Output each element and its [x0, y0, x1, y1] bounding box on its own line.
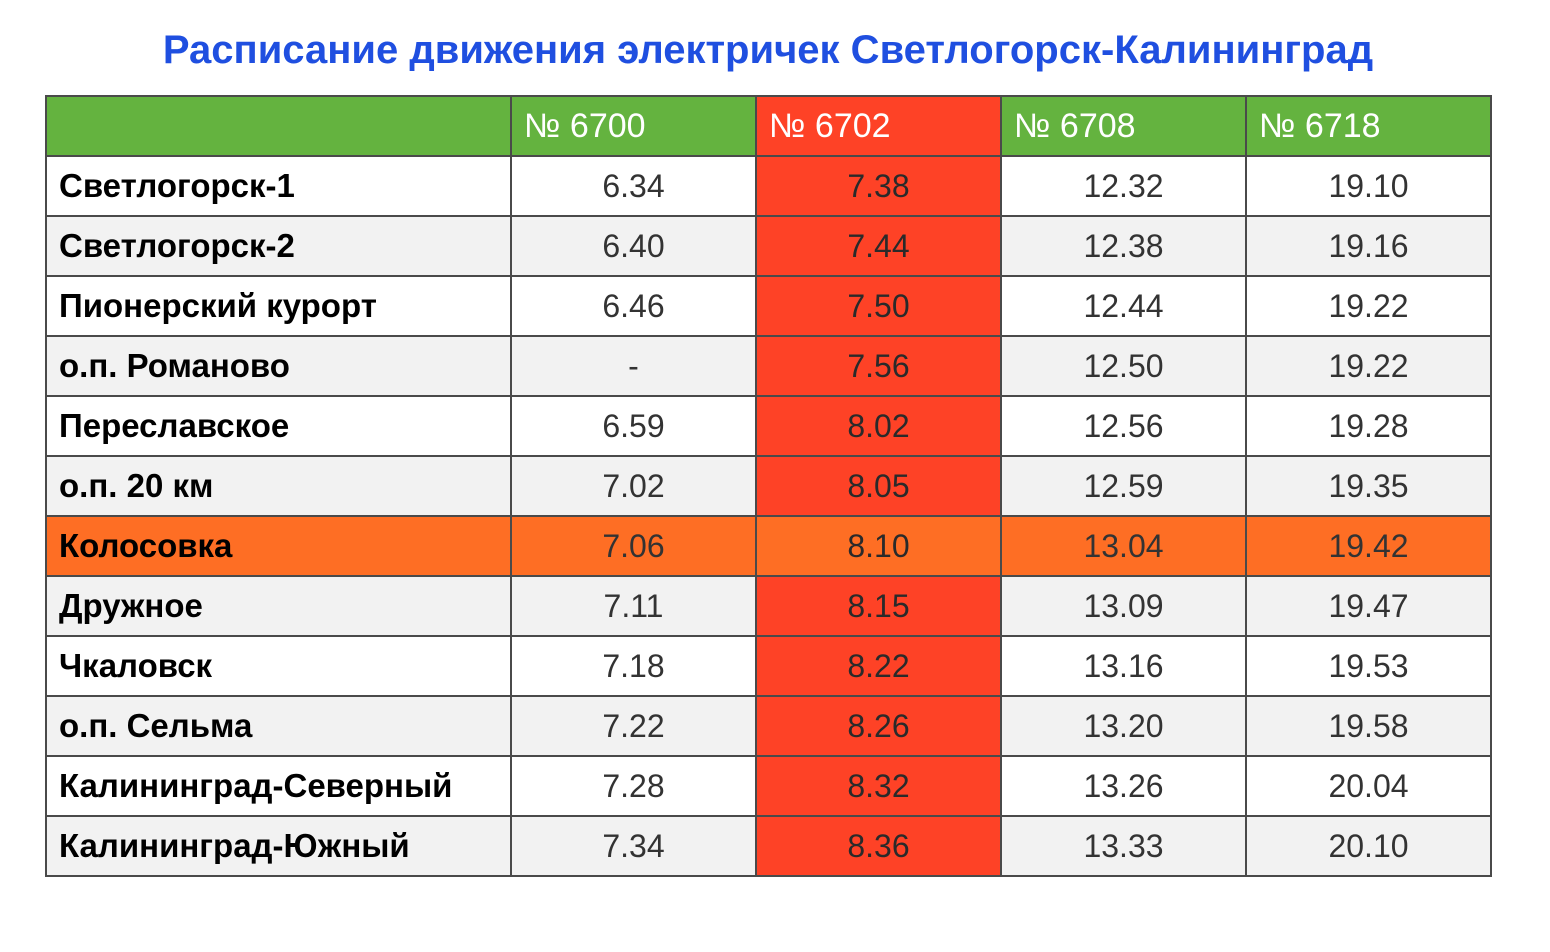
table-row: Калининград-Южный 7.34 8.36 13.33 20.10 [45, 815, 1492, 877]
time-cell: 19.58 [1245, 695, 1492, 757]
table-row: Колосовка 7.06 8.10 13.04 19.42 [45, 515, 1492, 577]
time-cell: 7.34 [510, 815, 757, 877]
page-title: Расписание движения электричек Светлогор… [162, 28, 1374, 72]
time-cell: 19.16 [1245, 215, 1492, 277]
time-cell: 13.09 [1000, 575, 1247, 637]
time-cell: 20.04 [1245, 755, 1492, 817]
header-cell-train-6708: № 6708 [1000, 95, 1247, 157]
time-cell: 8.36 [755, 815, 1002, 877]
time-cell: 7.50 [755, 275, 1002, 337]
header-cell-train-6718: № 6718 [1245, 95, 1492, 157]
station-name-cell: о.п. Романово [45, 335, 512, 397]
station-name-cell: Светлогорск-1 [45, 155, 512, 217]
station-name-cell: Калининград-Южный [45, 815, 512, 877]
time-cell: 7.11 [510, 575, 757, 637]
time-cell: 8.02 [755, 395, 1002, 457]
time-cell: 19.53 [1245, 635, 1492, 697]
table-row: о.п. Сельма 7.22 8.26 13.20 19.58 [45, 695, 1492, 757]
time-cell: 7.02 [510, 455, 757, 517]
table-row: Пионерский курорт 6.46 7.50 12.44 19.22 [45, 275, 1492, 337]
schedule-table: № 6700 № 6702 № 6708 № 6718 Светлогорск-… [45, 95, 1492, 877]
time-cell: 7.56 [755, 335, 1002, 397]
time-cell: 7.18 [510, 635, 757, 697]
time-cell: 12.59 [1000, 455, 1247, 517]
time-cell: 19.10 [1245, 155, 1492, 217]
time-cell: 20.10 [1245, 815, 1492, 877]
time-cell: 19.47 [1245, 575, 1492, 637]
time-cell: 8.15 [755, 575, 1002, 637]
table-row: Переславское 6.59 8.02 12.56 19.28 [45, 395, 1492, 457]
time-cell: 19.28 [1245, 395, 1492, 457]
time-cell: 7.38 [755, 155, 1002, 217]
time-cell: 8.05 [755, 455, 1002, 517]
time-cell: 13.16 [1000, 635, 1247, 697]
header-cell-train-6702: № 6702 [755, 95, 1002, 157]
table-row: о.п. Романово -7.56 12.50 19.22 [45, 335, 1492, 397]
time-cell: 6.34 [510, 155, 757, 217]
time-cell: 7.06 [510, 515, 757, 577]
table-row: Калининград-Северный 7.28 8.32 13.26 20.04 [45, 755, 1492, 817]
time-cell: 7.22 [510, 695, 757, 757]
time-cell: 19.22 [1245, 275, 1492, 337]
time-cell: 13.33 [1000, 815, 1247, 877]
header-row: № 6700 № 6702 № 6708 № 6718 [45, 95, 1492, 157]
time-cell: 12.50 [1000, 335, 1247, 397]
station-name-cell: о.п. 20 км [45, 455, 512, 517]
schedule-body: Светлогорск-1 6.34 7.38 12.32 19.10 Светлогор… [45, 155, 1492, 877]
time-cell: 6.40 [510, 215, 757, 277]
time-cell: 7.28 [510, 755, 757, 817]
table-row: о.п. 20 км 7.02 8.05 12.59 19.35 [45, 455, 1492, 517]
time-cell: 13.20 [1000, 695, 1247, 757]
time-cell: 7.44 [755, 215, 1002, 277]
station-name-cell: Колосовка [45, 515, 512, 577]
time-cell: 12.38 [1000, 215, 1247, 277]
station-name-cell: Дружное [45, 575, 512, 637]
table-row: Светлогорск-1 6.34 7.38 12.32 19.10 [45, 155, 1492, 217]
time-cell: 12.44 [1000, 275, 1247, 337]
time-cell: 13.26 [1000, 755, 1247, 817]
header-cell-station [45, 95, 512, 157]
time-cell: 6.59 [510, 395, 757, 457]
station-name-cell: Светлогорск-2 [45, 215, 512, 277]
table-row: Чкаловск 7.18 8.22 13.16 19.53 [45, 635, 1492, 697]
station-name-cell: о.п. Сельма [45, 695, 512, 757]
time-cell: 12.56 [1000, 395, 1247, 457]
time-cell: 8.22 [755, 635, 1002, 697]
time-cell: 8.26 [755, 695, 1002, 757]
time-cell: 12.32 [1000, 155, 1247, 217]
time-cell: 19.22 [1245, 335, 1492, 397]
time-cell: 8.10 [755, 515, 1002, 577]
station-name-cell: Пионерский курорт [45, 275, 512, 337]
time-cell: 8.32 [755, 755, 1002, 817]
time-cell: - [510, 335, 757, 397]
time-cell: 6.46 [510, 275, 757, 337]
station-name-cell: Переславское [45, 395, 512, 457]
time-cell: 13.04 [1000, 515, 1247, 577]
time-cell: 19.42 [1245, 515, 1492, 577]
station-name-cell: Калининград-Северный [45, 755, 512, 817]
station-name-cell: Чкаловск [45, 635, 512, 697]
time-cell: 19.35 [1245, 455, 1492, 517]
header-cell-train-6700: № 6700 [510, 95, 757, 157]
table-row: Светлогорск-2 6.40 7.44 12.38 19.16 [45, 215, 1492, 277]
table-row: Дружное 7.11 8.15 13.09 19.47 [45, 575, 1492, 637]
